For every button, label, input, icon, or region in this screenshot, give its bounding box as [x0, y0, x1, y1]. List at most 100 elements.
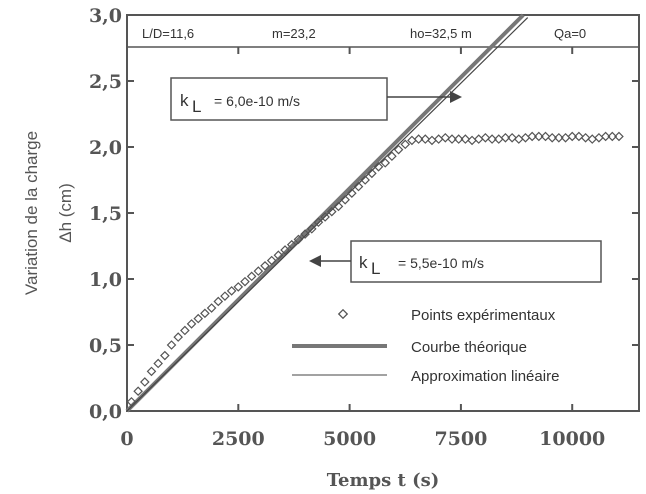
legend-label-thin: Approximation linéaire: [411, 368, 559, 385]
data-point: [560, 132, 571, 143]
data-point: [220, 291, 230, 301]
data-point: [180, 325, 190, 336]
data-point: [246, 271, 257, 282]
data-point: [240, 276, 250, 287]
annotation-upper-sub: L: [192, 97, 201, 116]
x-tick-label: 5000: [323, 428, 376, 450]
series-points: [126, 131, 624, 407]
data-point: [440, 132, 451, 143]
data-point: [480, 132, 491, 143]
data-point: [233, 282, 244, 292]
y-tick-label: 2,5: [89, 71, 122, 93]
x-axis-label: Temps t (s): [327, 470, 440, 491]
axes-ticks: [126, 14, 639, 412]
y-tick-label: 1,0: [89, 269, 122, 291]
data-point: [453, 134, 464, 144]
annotation-lower-arrowhead: [309, 255, 321, 267]
data-point: [133, 386, 143, 397]
legend-marker-points: [337, 308, 349, 320]
plot-frame: [126, 14, 640, 412]
y-tick-label: 2,0: [89, 137, 122, 159]
legend-label-points: Points expérimentaux: [411, 307, 556, 324]
data-point: [407, 135, 417, 146]
data-point: [447, 134, 457, 144]
data-point: [607, 131, 618, 142]
data-point: [200, 308, 210, 319]
header-item: m=23,2: [272, 26, 316, 41]
data-point: [360, 175, 370, 185]
data-point: [333, 201, 344, 212]
data-point: [280, 245, 290, 255]
data-point: [166, 340, 177, 350]
data-point: [507, 132, 517, 143]
y-axis-label-unit: Δh (cm): [56, 183, 75, 243]
data-point: [413, 134, 424, 144]
data-point: [513, 134, 524, 144]
data-point: [487, 134, 497, 144]
data-point: [493, 134, 504, 144]
header-item: L/D=11,6: [142, 26, 194, 41]
header-item: ho=32,5 m: [410, 26, 472, 41]
data-point: [193, 313, 204, 324]
data-point: [427, 135, 437, 146]
data-point: [473, 134, 484, 144]
data-point: [614, 131, 624, 142]
data-point: [173, 332, 184, 342]
data-point: [326, 206, 337, 217]
y-tick-label: 1,5: [89, 203, 122, 225]
data-point: [353, 181, 364, 192]
data-point: [266, 255, 277, 266]
data-point: [567, 131, 578, 142]
annotation-upper-text: = 6,0e-10 m/s: [214, 93, 300, 109]
data-point: [380, 158, 391, 168]
data-point: [387, 151, 397, 162]
data-point: [306, 224, 317, 234]
data-point: [373, 161, 384, 172]
annotation-upper-arrowhead: [450, 91, 462, 103]
data-point: [186, 319, 197, 329]
data-point: [367, 168, 377, 179]
data-point: [340, 194, 350, 205]
data-point: [547, 132, 557, 143]
annotation-lower-k: k: [359, 253, 368, 272]
header-item: Qa=0: [554, 26, 586, 41]
y-tick-labels: 0,0 0,5 1,0 1,5 2,0 2,5 3,0: [89, 5, 122, 423]
data-point: [153, 358, 163, 369]
data-point: [587, 134, 598, 144]
data-point: [574, 131, 584, 142]
series-line-linear: [126, 17, 529, 412]
data-point: [393, 144, 404, 155]
data-point: [527, 131, 537, 142]
data-point: [293, 234, 304, 245]
data-point: [260, 260, 270, 271]
y-tick-label: 0,0: [89, 401, 122, 423]
data-point: [206, 303, 217, 313]
data-point: [400, 139, 411, 150]
data-point: [594, 132, 604, 143]
annotation-box-lower: [350, 240, 602, 283]
x-tick-label: 7500: [434, 428, 487, 450]
data-point: [433, 134, 444, 144]
data-point: [286, 239, 297, 250]
x-tick-labels: 0 2500 5000 7500 10000: [120, 428, 605, 450]
legend: Points expérimentaux Courbe théorique Ap…: [292, 307, 559, 385]
data-point: [146, 366, 157, 377]
data-point: [253, 266, 264, 276]
data-point: [420, 134, 431, 144]
y-tick-label: 3,0: [89, 5, 122, 27]
legend-label-thick: Courbe théorique: [411, 339, 527, 356]
y-tick-label: 0,5: [89, 335, 122, 357]
data-point: [534, 131, 544, 142]
data-point: [460, 134, 471, 144]
x-tick-label: 10000: [539, 428, 605, 450]
data-point: [520, 132, 531, 143]
data-point: [160, 350, 170, 361]
data-point: [467, 135, 477, 146]
annotation-lower-sub: L: [371, 259, 380, 278]
data-point: [313, 217, 324, 228]
data-point: [554, 132, 564, 143]
data-point: [347, 188, 357, 199]
data-point: [213, 296, 224, 307]
x-tick-label: 0: [120, 428, 133, 450]
